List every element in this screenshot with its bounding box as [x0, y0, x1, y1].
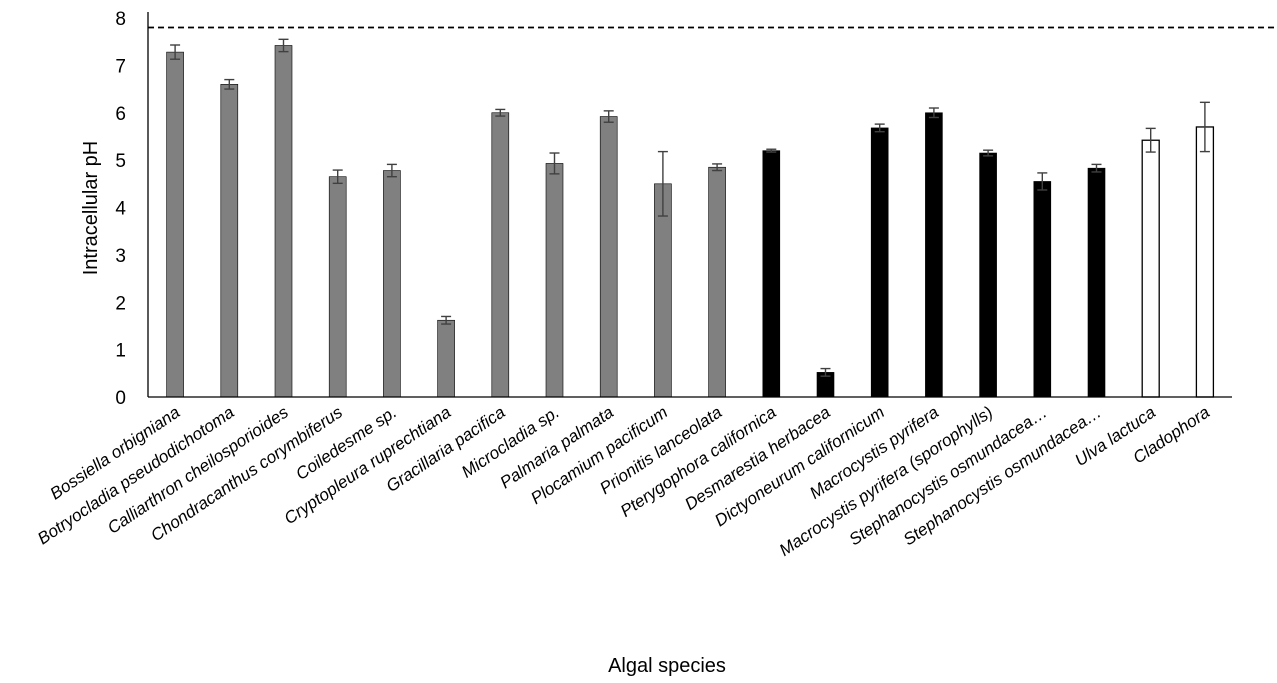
error-bar — [1037, 172, 1048, 191]
bar — [545, 163, 564, 398]
bar — [220, 84, 239, 398]
bar — [1033, 181, 1052, 398]
error-bar — [657, 150, 668, 217]
bar — [979, 152, 997, 398]
error-bar — [549, 152, 560, 175]
x-axis-title: Algal species — [608, 655, 726, 677]
bar — [925, 112, 943, 398]
y-tick-label: 3 — [115, 246, 126, 267]
y-tick-label: 8 — [115, 9, 126, 30]
error-bar — [603, 110, 614, 123]
y-tick-label: 1 — [115, 341, 126, 362]
error-bar — [170, 44, 181, 60]
y-axis-ticks: 0 1 2 3 4 5 6 7 8 — [115, 9, 126, 409]
bar — [437, 319, 455, 398]
error-bar — [224, 78, 235, 90]
bar — [274, 45, 293, 398]
bar — [1087, 167, 1106, 398]
bar — [870, 127, 889, 398]
error-bar — [1199, 101, 1210, 153]
bar — [166, 51, 184, 398]
error-bar — [278, 38, 289, 53]
bar — [708, 166, 726, 398]
y-tick-label: 4 — [115, 199, 126, 220]
error-bar — [332, 169, 343, 185]
error-bar — [928, 107, 939, 119]
y-tick-label: 5 — [115, 151, 126, 172]
error-bar — [766, 148, 777, 153]
error-bar — [820, 367, 831, 377]
error-bars-group — [170, 38, 1210, 377]
y-tick-label: 2 — [115, 293, 126, 314]
bar — [328, 176, 347, 398]
y-axis-title: Intracellular pH — [80, 141, 102, 276]
bar — [491, 112, 510, 398]
y-tick-label: 6 — [115, 104, 126, 125]
y-tick-label: 7 — [115, 56, 126, 77]
y-tick-label: 0 — [115, 388, 126, 409]
bar — [383, 170, 401, 398]
bar — [1195, 126, 1215, 398]
error-bar — [495, 108, 506, 117]
error-bar — [983, 149, 994, 157]
bar — [599, 116, 618, 398]
error-bar — [874, 123, 885, 133]
bar — [1141, 139, 1160, 398]
error-bar — [712, 163, 723, 172]
error-bar — [441, 315, 452, 325]
error-bar — [1091, 163, 1102, 173]
bars-group — [166, 45, 1215, 398]
bar — [762, 150, 781, 398]
error-bar — [386, 163, 397, 178]
error-bar — [1145, 127, 1156, 153]
